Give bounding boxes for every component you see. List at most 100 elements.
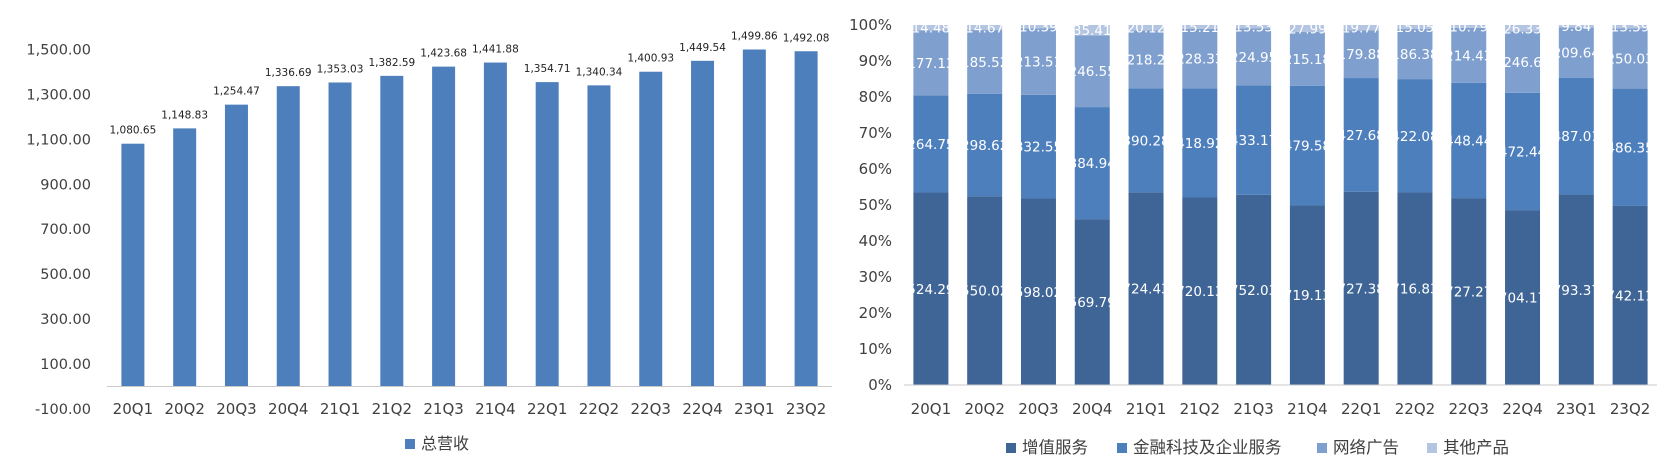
segment-label: 228.33: [1176, 52, 1223, 68]
y-tick-label: 500.00: [40, 267, 91, 283]
segment-label: 487.01: [1553, 129, 1600, 145]
segment-label: 13.59: [1611, 20, 1650, 36]
segment-label: 390.28: [1122, 133, 1169, 149]
stack-segment: [1558, 194, 1594, 385]
bar: [276, 86, 300, 387]
y-tick-label: 0%: [868, 376, 892, 394]
bar: [173, 128, 197, 387]
x-tick-label: 20Q1: [113, 400, 153, 418]
segment-label: 13.53: [1234, 20, 1273, 36]
bar: [639, 71, 663, 387]
data-label: 1,423.68: [420, 48, 467, 60]
bar: [224, 104, 248, 387]
segment-label: 186.38: [1391, 47, 1438, 63]
bar: [380, 75, 404, 387]
y-tick-label: 700.00: [40, 222, 91, 238]
data-label: 1,400.93: [627, 53, 674, 65]
data-label: 1,441.88: [472, 44, 519, 56]
legend-label: 其他产品: [1443, 438, 1509, 457]
stack-segment: [967, 196, 1003, 385]
x-tick-label: 21Q1: [1126, 400, 1166, 418]
segment-label: 479.58: [1284, 139, 1331, 155]
stack-segment: [967, 25, 1003, 31]
segment-label: 550.02: [961, 284, 1008, 300]
stack-segment: [1182, 28, 1218, 89]
segment-label: 185.52: [961, 55, 1008, 71]
segment-label: 704.17: [1499, 291, 1546, 307]
x-tick-label: 21Q3: [1233, 400, 1273, 418]
bar: [794, 51, 818, 387]
stack-segment: [1236, 194, 1272, 385]
stack-segment: [1074, 107, 1110, 220]
segment-label: 298.62: [961, 138, 1008, 154]
x-tick-label: 23Q2: [786, 400, 826, 418]
stack-segment: [1020, 94, 1056, 199]
segment-label: 422.08: [1391, 129, 1438, 145]
stack-segment: [1451, 25, 1487, 28]
segment-label: 246.6: [1503, 55, 1542, 71]
x-tick-label: 23Q1: [1556, 400, 1596, 418]
x-tick-label: 21Q2: [372, 400, 412, 418]
segment-label: 246.55: [1069, 64, 1116, 80]
x-tick-label: 21Q2: [1180, 400, 1220, 418]
y-tick-label: 900.00: [40, 177, 91, 193]
stack-segment: [1505, 25, 1541, 32]
stack-segment: [1397, 192, 1433, 385]
segment-label: 727.27: [1445, 285, 1492, 301]
legend-label: 金融科技及企业服务: [1133, 438, 1282, 457]
segment-label: 418.92: [1176, 136, 1223, 152]
bar: [691, 60, 715, 387]
segment-label: 727.38: [1338, 281, 1385, 297]
segment-label: 218.2: [1127, 52, 1166, 68]
bar: [432, 66, 456, 387]
legend-swatch: [1117, 443, 1127, 453]
stack-segment: [1128, 30, 1164, 89]
stack-segment: [1505, 210, 1541, 385]
segment-label: 724.43: [1122, 282, 1169, 298]
stack-segment: [1236, 28, 1272, 86]
segment-label: 14.48: [912, 21, 951, 37]
x-tick-label: 23Q2: [1610, 400, 1650, 418]
bar: [535, 82, 559, 387]
stack-segment: [1289, 31, 1325, 86]
stack-segment: [1451, 82, 1487, 199]
legend-label: 总营收: [421, 434, 469, 453]
segment-label: 793.37: [1553, 283, 1600, 299]
y-tick-label: 300.00: [40, 312, 91, 328]
stack-segment: [1612, 28, 1648, 89]
segment-label: 486.35: [1606, 140, 1653, 156]
stack-segment: [1397, 25, 1433, 30]
segment-label: 213.51: [1015, 55, 1062, 71]
x-tick-label: 22Q4: [682, 400, 722, 418]
stack-segment: [1236, 25, 1272, 29]
data-label: 1,499.86: [731, 31, 778, 43]
y-tick-label: 40%: [859, 232, 892, 250]
x-tick-label: 20Q4: [1072, 400, 1112, 418]
segment-label: 720.13: [1176, 284, 1223, 300]
y-tick-label: 100%: [849, 16, 892, 34]
segment-label: 472.44: [1499, 144, 1546, 160]
stack-segment: [1074, 35, 1110, 108]
segment-label: 598.02: [1015, 285, 1062, 301]
segment-label: 719.13: [1284, 288, 1331, 304]
segment-label: 214.43: [1445, 48, 1492, 64]
stack-segment: [1128, 25, 1164, 31]
segment-label: 332.55: [1015, 140, 1062, 156]
x-tick-label: 22Q2: [1395, 400, 1435, 418]
segment-label: 35.41: [1073, 23, 1112, 39]
segment-label: 215.18: [1284, 52, 1331, 68]
segment-label: 10.79: [1449, 19, 1488, 35]
stack-segment: [1182, 25, 1218, 29]
x-tick-label: 20Q3: [216, 400, 256, 418]
legend-swatch: [1427, 443, 1437, 453]
segment-label: 752.03: [1230, 283, 1277, 299]
segment-label: 209.64: [1553, 46, 1600, 62]
stack-segment: [913, 192, 949, 385]
segment-label: 384.94: [1069, 156, 1116, 172]
data-label: 1,254.47: [213, 86, 260, 98]
total-revenue-chart: -100.00 100.00 300.00 500.00 700.00 900.00 1,1…: [26, 31, 832, 453]
data-label: 1,354.71: [524, 63, 571, 75]
x-tick-label: 21Q3: [423, 400, 463, 418]
x-tick-label: 21Q1: [320, 400, 360, 418]
y-tick-label: 100.00: [40, 357, 91, 373]
